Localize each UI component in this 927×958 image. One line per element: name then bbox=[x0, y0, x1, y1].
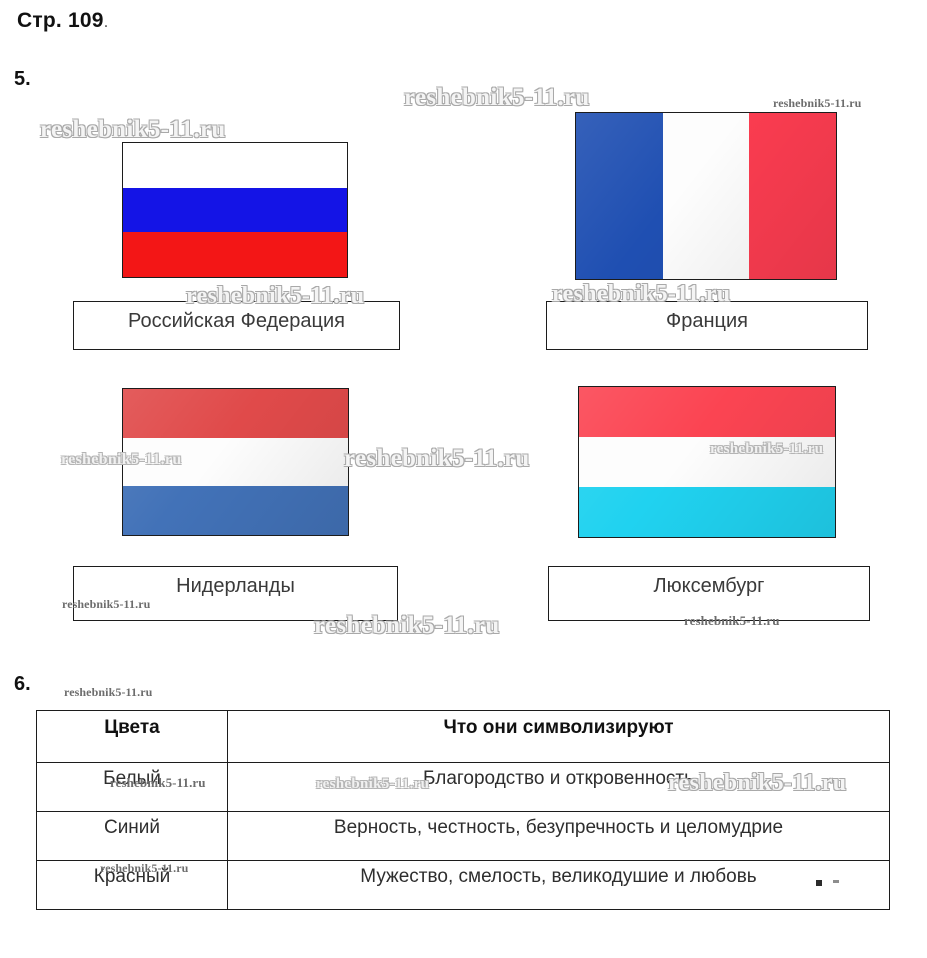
page-title-dot: . bbox=[103, 12, 109, 31]
flag-band-blue bbox=[576, 113, 663, 279]
watermark-text: reshebnik5-11.ru bbox=[64, 685, 153, 699]
page-mark-dot-right bbox=[833, 880, 839, 883]
table-header-meaning: Что они символизируют bbox=[227, 710, 890, 763]
table-header-row: Цвета Что они символизируют bbox=[36, 710, 890, 763]
caption-box-france: Франция bbox=[546, 301, 868, 350]
colors-meaning-table: Цвета Что они символизируют Белый Благор… bbox=[36, 710, 890, 910]
table-cell-meaning: Мужество, смелость, великодушие и любовь bbox=[227, 860, 890, 910]
page-title-label: Стр. 109 bbox=[17, 9, 104, 32]
flag-band-white bbox=[123, 143, 347, 188]
caption-box-russia: Российская Федерация bbox=[73, 301, 400, 350]
caption-box-netherlands: Нидерланды bbox=[73, 566, 398, 621]
flag-band-blue bbox=[123, 187, 347, 233]
flag-band-red bbox=[749, 113, 836, 279]
watermark-text: reshebnik5-11.ru bbox=[344, 445, 530, 472]
table-cell-meaning: Верность, честность, безупречность и цел… bbox=[227, 811, 890, 861]
caption-label-russia: Российская Федерация bbox=[127, 310, 345, 332]
exercise-number-6: 6. bbox=[14, 673, 31, 695]
watermark-text: reshebnik5-11.ru bbox=[773, 96, 862, 110]
flag-band-blue bbox=[123, 486, 348, 535]
page-title: Стр. 109. bbox=[17, 9, 109, 33]
caption-label-france: Франция bbox=[666, 310, 748, 332]
flag-band-cyan bbox=[579, 487, 835, 537]
table-row: Красный Мужество, смелость, великодушие … bbox=[36, 860, 890, 910]
table-cell-color: Белый bbox=[36, 762, 228, 812]
caption-label-luxembourg: Люксембург bbox=[653, 575, 765, 597]
table-header-colors: Цвета bbox=[36, 710, 228, 763]
caption-box-luxembourg: Люксембург bbox=[548, 566, 870, 621]
table-row: Белый Благородство и откровенность bbox=[36, 762, 890, 812]
flag-band-red bbox=[123, 232, 347, 277]
table-row: Синий Верность, честность, безупречность… bbox=[36, 811, 890, 861]
table-cell-color: Синий bbox=[36, 811, 228, 861]
watermark-text: reshebnik5-11.ru bbox=[404, 84, 590, 111]
flag-band-red bbox=[123, 389, 348, 438]
flag-netherlands bbox=[122, 388, 349, 536]
watermark-text: reshebnik5-11.ru bbox=[40, 116, 226, 143]
caption-label-netherlands: Нидерланды bbox=[176, 575, 295, 597]
flag-band-white bbox=[662, 113, 750, 279]
flag-band-red bbox=[579, 387, 835, 438]
page-mark-dot-left bbox=[816, 880, 822, 886]
table-cell-meaning: Благородство и откровенность bbox=[227, 762, 890, 812]
exercise-number-5: 5. bbox=[14, 68, 31, 90]
flag-band-white bbox=[123, 437, 348, 487]
flag-luxembourg bbox=[578, 386, 836, 538]
table-cell-color: Красный bbox=[36, 860, 228, 910]
flag-russia bbox=[122, 142, 348, 278]
flag-france bbox=[575, 112, 837, 280]
flag-band-white bbox=[579, 437, 835, 488]
